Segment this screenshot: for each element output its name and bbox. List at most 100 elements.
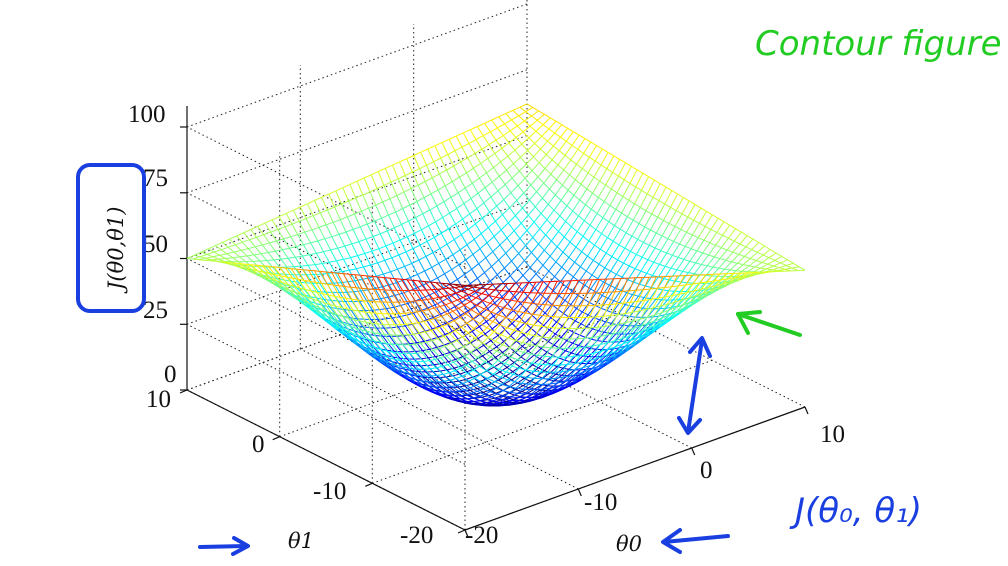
mesh-line bbox=[571, 144, 579, 150]
mesh-line bbox=[493, 315, 500, 324]
mesh-line bbox=[387, 349, 395, 352]
mesh-line bbox=[705, 266, 714, 276]
mesh-line bbox=[461, 398, 469, 403]
mesh-line bbox=[774, 259, 781, 264]
mesh-line bbox=[479, 323, 488, 329]
mesh-line bbox=[525, 362, 533, 371]
mesh-line bbox=[525, 303, 532, 314]
mesh-line bbox=[447, 283, 454, 285]
mesh-line bbox=[576, 367, 584, 375]
mesh-line bbox=[445, 254, 454, 260]
mesh-line bbox=[376, 184, 385, 190]
mesh-line bbox=[492, 371, 501, 377]
mesh-line bbox=[496, 199, 505, 207]
mesh-line bbox=[619, 216, 628, 230]
mesh-line bbox=[615, 196, 624, 210]
mesh-line bbox=[576, 163, 583, 170]
mesh-line bbox=[249, 239, 256, 248]
mesh-line bbox=[342, 187, 350, 202]
mesh-line bbox=[541, 327, 549, 338]
mesh-line bbox=[471, 269, 478, 279]
mesh-line bbox=[392, 239, 401, 244]
mesh-line bbox=[554, 132, 561, 138]
mesh-line bbox=[277, 226, 286, 230]
mesh-line bbox=[517, 322, 526, 330]
mesh-line bbox=[508, 386, 517, 389]
mesh-line bbox=[440, 157, 447, 171]
mesh-line bbox=[226, 251, 235, 255]
mesh-line bbox=[602, 304, 610, 306]
mesh-line bbox=[502, 386, 510, 392]
mesh-line bbox=[606, 300, 615, 311]
mesh-line bbox=[540, 140, 548, 150]
mesh-line bbox=[484, 181, 493, 189]
mesh-line bbox=[589, 358, 597, 367]
mesh-line bbox=[579, 255, 588, 268]
mesh-line bbox=[505, 375, 512, 381]
mesh-line bbox=[287, 283, 294, 287]
mesh-line bbox=[676, 269, 683, 272]
mesh-line bbox=[468, 393, 477, 396]
mesh-line bbox=[467, 286, 474, 290]
mesh-line bbox=[543, 317, 552, 326]
mesh-line bbox=[358, 238, 367, 243]
mesh-line bbox=[545, 234, 552, 242]
mesh-line bbox=[522, 282, 530, 293]
mesh-line bbox=[474, 332, 482, 339]
mesh-line bbox=[569, 373, 578, 377]
mesh-line bbox=[422, 310, 430, 321]
mesh-line bbox=[377, 171, 385, 186]
mesh-line bbox=[599, 168, 608, 182]
mesh-line bbox=[586, 279, 593, 294]
mesh-line bbox=[504, 395, 512, 398]
mesh-line bbox=[632, 207, 641, 221]
mesh-line bbox=[405, 312, 412, 314]
mesh-line bbox=[565, 276, 574, 287]
mesh-line bbox=[421, 225, 429, 231]
mesh-line bbox=[334, 206, 341, 220]
mesh-line bbox=[588, 358, 596, 362]
mesh-line bbox=[682, 261, 691, 272]
mesh-line bbox=[417, 332, 425, 342]
mesh-line bbox=[475, 297, 484, 302]
mesh-line bbox=[634, 190, 642, 205]
mesh-line bbox=[291, 223, 299, 235]
mesh-line bbox=[380, 230, 388, 235]
z-tick-label: 50 bbox=[143, 231, 168, 258]
mesh-line bbox=[234, 264, 242, 269]
mesh-line bbox=[464, 335, 472, 344]
mesh-line bbox=[499, 237, 508, 246]
mesh-line bbox=[379, 308, 387, 311]
mesh-line bbox=[669, 307, 676, 315]
mesh-line bbox=[531, 373, 538, 377]
mesh-line bbox=[451, 181, 459, 194]
mesh-line bbox=[273, 258, 282, 261]
mesh-line bbox=[434, 357, 441, 360]
mesh-line bbox=[493, 167, 500, 177]
mesh-line bbox=[332, 222, 340, 235]
mesh-line bbox=[468, 291, 475, 296]
mesh-line bbox=[501, 379, 508, 385]
mesh-line bbox=[489, 387, 497, 393]
mesh-line bbox=[524, 389, 531, 395]
mesh-line bbox=[354, 274, 361, 276]
mesh-line bbox=[593, 259, 600, 265]
mesh-line bbox=[475, 217, 483, 225]
mesh-line bbox=[451, 352, 460, 360]
mesh-line bbox=[682, 297, 689, 306]
mesh-line bbox=[725, 251, 734, 261]
mesh-line bbox=[545, 304, 553, 306]
mesh-line bbox=[505, 310, 514, 318]
mesh-line bbox=[399, 360, 406, 362]
mesh-line bbox=[375, 335, 383, 337]
mesh-line bbox=[609, 350, 618, 355]
mesh-line bbox=[352, 226, 361, 230]
mesh-line bbox=[306, 296, 315, 306]
mesh-line bbox=[457, 187, 466, 194]
mesh-line bbox=[478, 365, 487, 371]
mesh-line bbox=[661, 290, 669, 301]
mesh-line bbox=[262, 265, 269, 267]
mesh-line bbox=[611, 244, 620, 257]
mesh-line bbox=[581, 302, 590, 313]
mesh-line bbox=[509, 130, 517, 138]
